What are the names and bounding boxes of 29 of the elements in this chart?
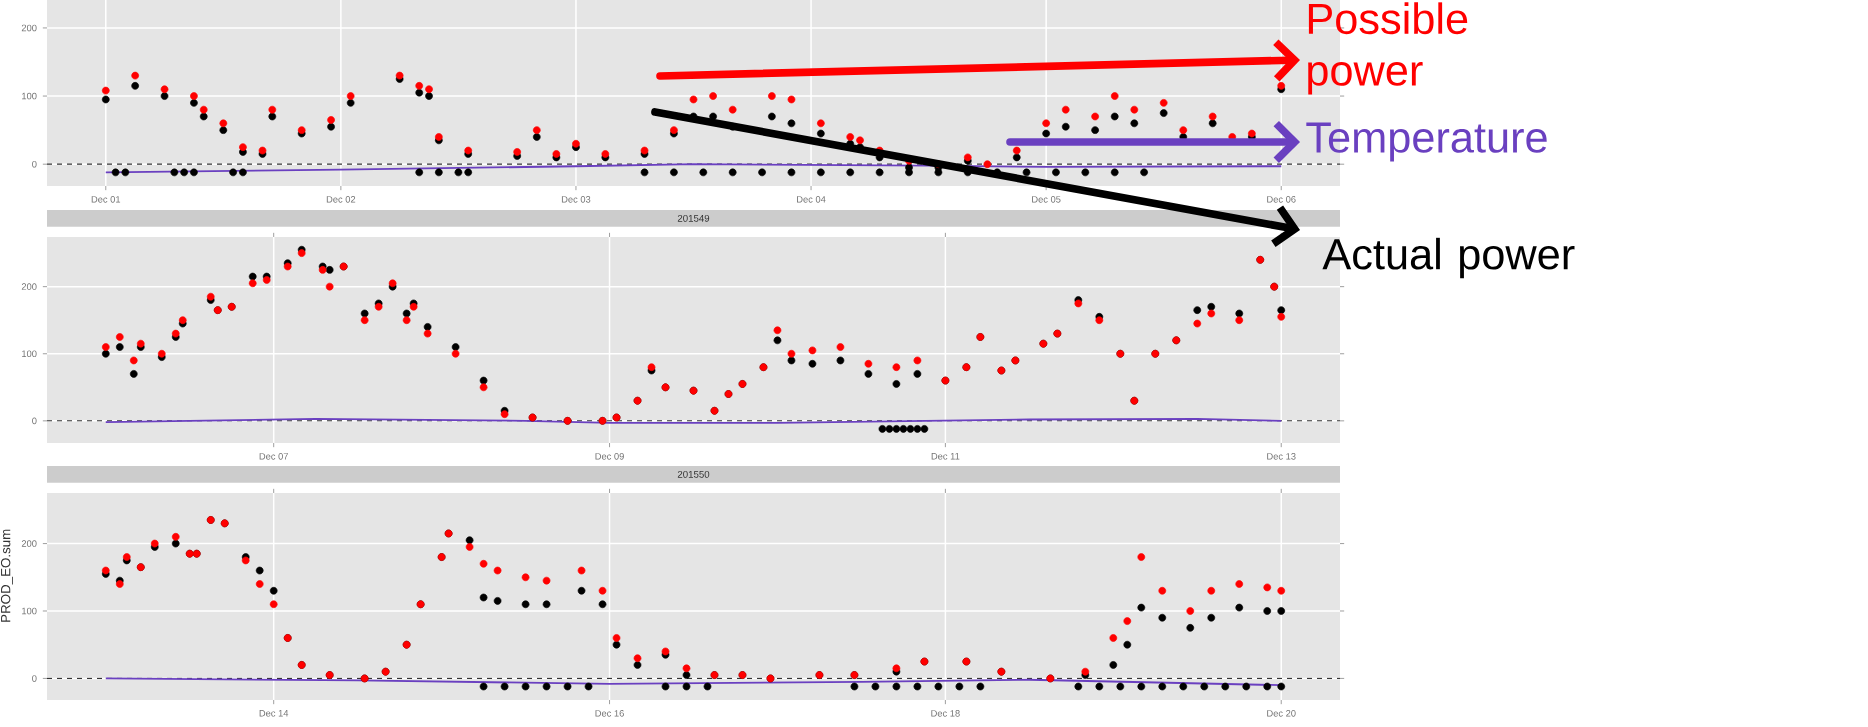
- x-tick-label: Dec 09: [595, 453, 624, 460]
- x-tick-label: Dec 04: [797, 196, 826, 203]
- series-label: Possible power: [1308, 2, 1468, 95]
- y-axis-title: PROD_EO.sum: [0, 529, 13, 622]
- x-tick-label: Dec 07: [259, 453, 289, 460]
- chart-title: 201550: [677, 470, 710, 478]
- x-tick-label: Dec 11: [931, 453, 960, 460]
- y-tick-label: 200: [21, 283, 37, 290]
- x-tick-label: Dec 20: [1267, 710, 1296, 717]
- y-tick-label: 0: [32, 160, 37, 168]
- y-tick-label: 200: [21, 24, 37, 32]
- y-tick-label: 200: [21, 540, 37, 547]
- y-tick-label: 0: [32, 417, 37, 425]
- x-tick-label: Dec 02: [326, 196, 356, 203]
- x-tick-label: Dec 18: [931, 710, 960, 717]
- chart-title: 201549: [677, 214, 710, 222]
- series-label: Temperature: [1306, 122, 1547, 162]
- x-tick-label: Dec 01: [91, 196, 121, 203]
- x-tick-label: Dec 06: [1267, 196, 1296, 203]
- x-tick-label: Dec 13: [1267, 453, 1296, 460]
- x-tick-label: Dec 03: [561, 196, 591, 203]
- y-tick-label: 0: [32, 675, 37, 682]
- x-tick-label: Dec 16: [595, 710, 624, 717]
- y-tick-label: 100: [22, 607, 37, 615]
- legend-label: Actual power: [1322, 237, 1575, 279]
- x-tick-label: Dec 14: [259, 710, 289, 717]
- x-tick-label: Dec 05: [1032, 196, 1061, 203]
- y-tick-label: 100: [22, 350, 37, 358]
- y-tick-label: 100: [22, 92, 37, 100]
